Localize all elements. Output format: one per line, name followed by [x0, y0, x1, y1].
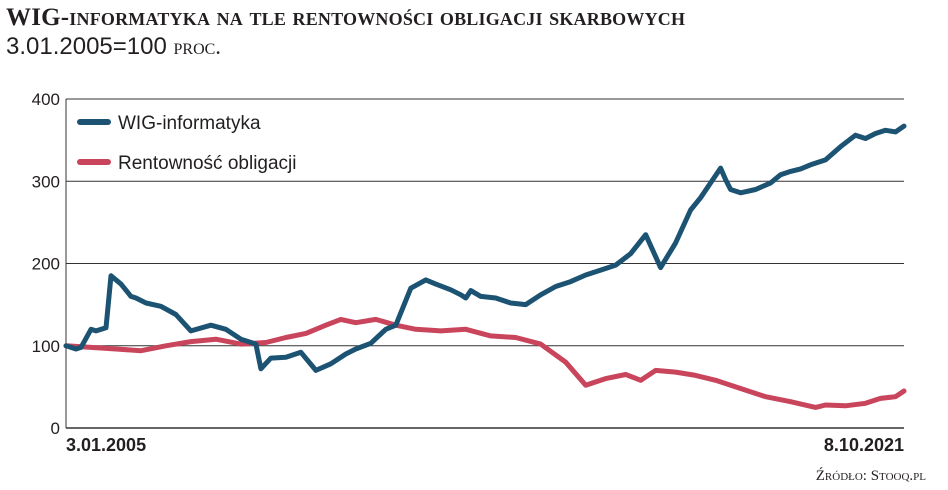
series-line-wig-informatyka — [63, 123, 907, 373]
subtitle-unit: proc. — [173, 34, 222, 59]
x-tick-label-end: 8.10.2021 — [824, 435, 904, 455]
title-main: WIG — [6, 4, 61, 31]
y-tick-label-100: 100 — [32, 337, 60, 356]
chart-title: WIG-informatyka na tle rentowności oblig… — [6, 4, 685, 32]
y-tick-label-400: 400 — [32, 90, 60, 109]
x-tick-label-start: 3.01.2005 — [66, 435, 146, 455]
legend-label-wig-informatyka: WIG-informatyka — [118, 113, 261, 134]
y-tick-label-300: 300 — [32, 172, 60, 191]
y-tick-label-0: 0 — [51, 419, 60, 438]
chart-subtitle: 3.01.2005=100 proc. — [6, 34, 221, 60]
subtitle-value: 3.01.2005=100 — [6, 33, 167, 60]
y-tick-label-200: 200 — [32, 255, 60, 274]
legend-label-rentownosc-obligacji: Rentowność obligacji — [118, 153, 297, 174]
source-note: Źródło: Stooq.pl — [815, 468, 926, 484]
title-rest: -informatyka na tle rentowności obligacj… — [60, 4, 686, 31]
series-line-rentownosc-obligacji — [63, 316, 907, 410]
